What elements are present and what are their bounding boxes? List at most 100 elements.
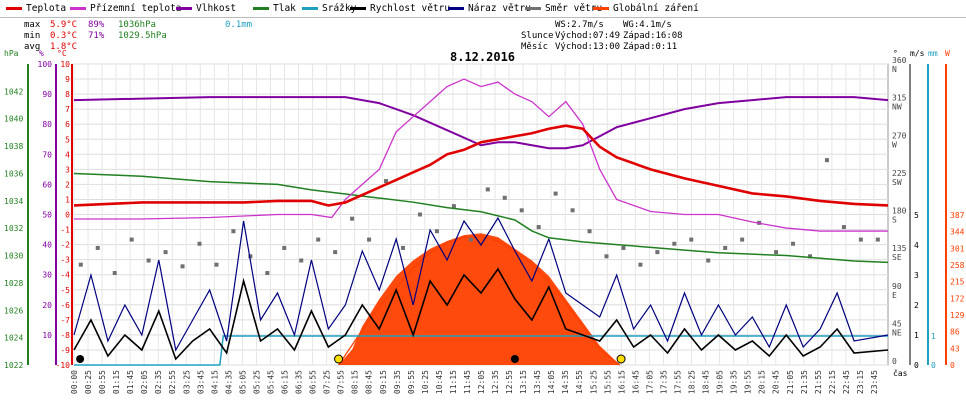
legend-item: Směr větru (525, 3, 602, 14)
temp-tick-label: -6 (60, 301, 70, 310)
rad-tick-label: 258 (950, 261, 965, 270)
rain-tick-label: 0 (931, 361, 936, 370)
hum-tick-label: 30 (42, 271, 52, 280)
dir-tick-label: 0 (892, 357, 897, 366)
press-tick-label: 1028 (4, 279, 23, 288)
x-tick-label: 04:35 (224, 370, 233, 394)
stat-min-hum: 71% (88, 31, 105, 41)
wind-dir-point (807, 254, 812, 259)
x-tick-label: 00:25 (84, 370, 93, 394)
stat-min-label: min (24, 31, 41, 41)
pressure-line (73, 172, 889, 264)
chart-title: 8.12.2016 (450, 50, 516, 64)
x-tick-label: 10:25 (421, 370, 430, 394)
x-tick-label: 14:35 (561, 370, 570, 394)
wind-dir-point (485, 187, 490, 192)
x-tick-label: 16:45 (631, 370, 640, 394)
wind-dir-point (774, 250, 779, 255)
wind-dir-point (197, 241, 202, 246)
speed-tick-label: 2 (914, 301, 919, 310)
dir-tick-label: 360 (892, 56, 907, 65)
dir-tick-letter: NW (892, 103, 902, 112)
radiation-area (338, 233, 621, 365)
press-tick-label: 1026 (4, 306, 23, 315)
dir-tick-label: 135 (892, 244, 907, 253)
rad-tick-label: 129 (950, 311, 965, 320)
radiation-clear-line (338, 236, 621, 366)
sunset-marker (616, 354, 626, 364)
moonrise-marker (510, 355, 519, 363)
x-tick-label: 07:55 (337, 370, 346, 394)
wind-dir-point (858, 237, 863, 242)
dir-tick-letter: S (892, 216, 897, 225)
wind-dir-point (180, 264, 185, 269)
x-tick-label: 05:45 (266, 370, 275, 394)
x-tick-label: 02:55 (168, 370, 177, 394)
hum-tick-label: 20 (42, 301, 52, 310)
x-tick-label: 22:15 (828, 370, 837, 394)
temp-tick-label: 9 (65, 75, 70, 84)
dir-tick-label: 45 (892, 319, 902, 328)
legend-item: Globální záření (593, 3, 699, 14)
speed-tick-label: 4 (914, 241, 919, 250)
dir-tick-label: 90 (892, 282, 902, 291)
x-tick-label: 20:45 (772, 370, 781, 394)
sunrise-marker (334, 354, 344, 364)
legend-item: Tlak (253, 3, 296, 14)
legend-label: Tlak (273, 3, 296, 14)
x-tick-label: 19:35 (730, 370, 739, 394)
stat-min-press: 1029.5hPa (118, 31, 167, 41)
dir-tick-letter: N (892, 65, 897, 74)
wind-dir-point (265, 271, 270, 276)
wind-ws: WS:2.7m/s (555, 20, 604, 30)
hum-tick-label: 90 (42, 90, 52, 99)
stat-max-hum: 89% (88, 20, 105, 30)
wind-dir-point (706, 258, 711, 263)
sun-rise: Východ:07:49 (555, 31, 621, 41)
wind-dir-point (604, 254, 609, 259)
wind-dir-point (791, 241, 796, 246)
rad-tick-label: 215 (950, 278, 965, 287)
temp-tick-label: -5 (60, 286, 70, 295)
legend-item: Srážky (302, 3, 356, 14)
wind-dir-point (519, 208, 524, 213)
temp-tick-label: 6 (65, 120, 70, 129)
x-tick-label: 02:05 (140, 370, 149, 394)
wind-dir-point (282, 245, 287, 250)
wind-dir-point (299, 258, 304, 263)
speed-tick-label: 0 (914, 361, 919, 370)
temperature-line (73, 124, 889, 207)
x-tick-label: 21:05 (786, 370, 795, 394)
moon-rise: Východ:13:00 (555, 42, 621, 52)
legend-swatch (6, 7, 22, 10)
x-tick-label: 09:15 (379, 370, 388, 394)
x-tick-label: 20:15 (758, 370, 767, 394)
press-tick-label: 1040 (4, 115, 23, 124)
legend-swatch (448, 7, 464, 10)
press-tick-label: 1042 (4, 87, 23, 96)
wind-dir-point (740, 237, 745, 242)
x-tick-label: 05:25 (252, 370, 261, 394)
x-tick-label: 22:45 (842, 370, 851, 394)
speed-tick-label: 1 (914, 331, 919, 340)
stat-max-label: max (24, 20, 41, 30)
wind-dir-point (129, 237, 134, 242)
wind-dir-point (112, 271, 117, 276)
temp-tick-label: -7 (60, 316, 70, 325)
temp-tick-label: 3 (65, 165, 70, 174)
sun-label: Slunce (521, 31, 554, 41)
x-tick-label: 17:05 (645, 370, 654, 394)
x-tick-label: 08:45 (365, 370, 374, 394)
x-tick-label: 15:55 (603, 370, 612, 394)
dir-tick-letter: E (892, 291, 897, 300)
temp-tick-label: -1 (60, 226, 70, 235)
x-tick-label: 08:15 (351, 370, 360, 394)
rad-tick-label: 172 (950, 294, 965, 303)
temp-tick-label: 10 (60, 60, 70, 69)
x-tick-label: 14:05 (547, 370, 556, 394)
wind-dir-point (570, 208, 575, 213)
unit-w: W (945, 49, 950, 58)
x-tick-label: 19:55 (744, 370, 753, 394)
hum-tick-label: 60 (42, 180, 52, 189)
legend-swatch (176, 7, 192, 10)
